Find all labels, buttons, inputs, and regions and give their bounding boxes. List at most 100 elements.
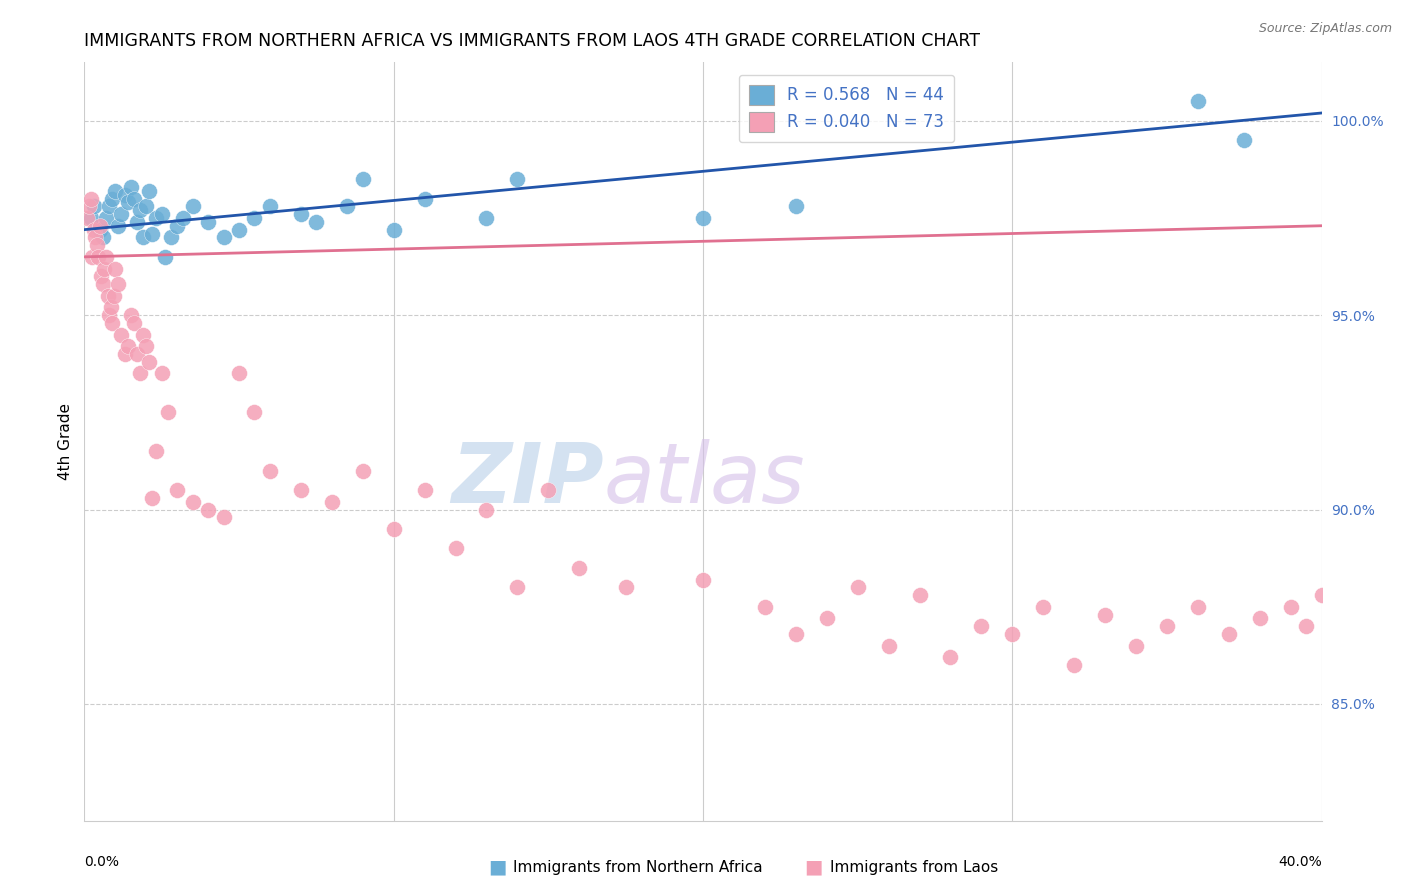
Point <box>93 261 115 276</box>
Point <box>846 580 869 594</box>
Point <box>382 522 405 536</box>
Point <box>141 491 163 505</box>
Point <box>692 211 714 225</box>
Point <box>243 405 266 419</box>
Point <box>110 207 132 221</box>
Point <box>785 199 807 213</box>
Point <box>90 269 112 284</box>
Point <box>444 541 467 556</box>
Point <box>110 327 132 342</box>
Point <box>145 444 167 458</box>
Point <box>145 211 167 225</box>
Point <box>1063 658 1085 673</box>
Point <box>352 172 374 186</box>
Point <box>568 561 591 575</box>
Point <box>79 211 101 225</box>
Text: ■: ■ <box>488 857 506 877</box>
Point <box>172 211 194 225</box>
Point <box>336 199 359 213</box>
Point <box>125 215 148 229</box>
Text: IMMIGRANTS FROM NORTHERN AFRICA VS IMMIGRANTS FROM LAOS 4TH GRADE CORRELATION CH: IMMIGRANTS FROM NORTHERN AFRICA VS IMMIG… <box>84 32 980 50</box>
Point <box>117 339 139 353</box>
Point <box>197 502 219 516</box>
Point <box>135 339 157 353</box>
Text: Source: ZipAtlas.com: Source: ZipAtlas.com <box>1258 22 1392 36</box>
Point <box>290 207 312 221</box>
Point <box>82 250 104 264</box>
Point <box>243 211 266 225</box>
Point <box>132 230 155 244</box>
Point <box>103 289 125 303</box>
Point <box>132 327 155 342</box>
Text: atlas: atlas <box>605 439 806 520</box>
Point <box>1187 95 1209 109</box>
Point <box>79 192 101 206</box>
Point <box>76 211 98 225</box>
Point <box>83 222 105 236</box>
Point <box>537 483 560 497</box>
Point <box>785 627 807 641</box>
Point <box>122 316 145 330</box>
Point <box>692 573 714 587</box>
Text: ■: ■ <box>804 857 823 877</box>
Y-axis label: 4th Grade: 4th Grade <box>58 403 73 480</box>
Point <box>135 199 157 213</box>
Point <box>114 187 136 202</box>
Point <box>228 367 250 381</box>
Point <box>150 367 173 381</box>
Point <box>259 199 281 213</box>
Point <box>1094 607 1116 622</box>
Point <box>129 203 152 218</box>
Point <box>122 192 145 206</box>
Point <box>970 619 993 633</box>
Point <box>166 483 188 497</box>
Point <box>117 195 139 210</box>
Point <box>1187 599 1209 614</box>
Point <box>382 222 405 236</box>
Point <box>100 301 122 315</box>
Point <box>107 277 129 291</box>
Point <box>77 199 100 213</box>
Point <box>156 405 179 419</box>
Point <box>86 238 108 252</box>
Point <box>1125 639 1147 653</box>
Point <box>413 483 436 497</box>
Point <box>94 250 117 264</box>
Point <box>1233 133 1256 147</box>
Point <box>83 199 105 213</box>
Point <box>614 580 637 594</box>
Point <box>160 230 183 244</box>
Point <box>84 230 107 244</box>
Point <box>107 219 129 233</box>
Text: 0.0%: 0.0% <box>84 855 120 870</box>
Point <box>1295 619 1317 633</box>
Point <box>98 308 121 322</box>
Text: Immigrants from Northern Africa: Immigrants from Northern Africa <box>513 860 763 874</box>
Point <box>475 502 498 516</box>
Point <box>125 347 148 361</box>
Point <box>197 215 219 229</box>
Point <box>290 483 312 497</box>
Text: 40.0%: 40.0% <box>1278 855 1322 870</box>
Point <box>908 588 931 602</box>
Point <box>212 510 235 524</box>
Point <box>101 316 124 330</box>
Point <box>1310 588 1333 602</box>
Point <box>91 230 114 244</box>
Point <box>166 219 188 233</box>
Point <box>96 289 118 303</box>
Point <box>413 192 436 206</box>
Point <box>87 250 110 264</box>
Point <box>181 495 204 509</box>
Point <box>212 230 235 244</box>
Point <box>506 172 529 186</box>
Point <box>815 611 838 625</box>
Point <box>138 355 160 369</box>
Point <box>104 184 127 198</box>
Legend: R = 0.568   N = 44, R = 0.040   N = 73: R = 0.568 N = 44, R = 0.040 N = 73 <box>740 75 955 142</box>
Point <box>94 211 117 225</box>
Point <box>259 464 281 478</box>
Point <box>114 347 136 361</box>
Point <box>321 495 343 509</box>
Point <box>91 277 114 291</box>
